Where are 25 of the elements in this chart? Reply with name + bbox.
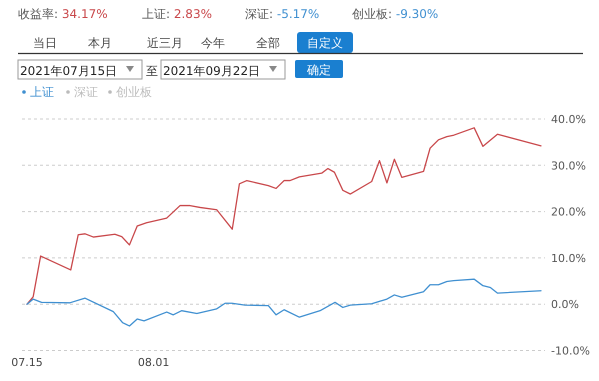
- text: 自定义: [307, 36, 343, 50]
- y-tick-label: 20.0%: [551, 206, 586, 219]
- y-tick-label: 40.0%: [551, 113, 586, 126]
- text: 当日: [33, 36, 57, 50]
- y-tick-label: 0.0%: [551, 298, 579, 312]
- x-tick-label: 07.15: [11, 356, 43, 369]
- x-tick-label: 08.01: [138, 356, 170, 369]
- line-series: [26, 278, 542, 327]
- text: 上证: 2.83%: [142, 7, 212, 21]
- text: 深证: -5.17%: [245, 7, 320, 21]
- line-series: [26, 127, 542, 305]
- y-tick-label: 10.0%: [551, 252, 586, 265]
- text: 近三月: [147, 36, 183, 50]
- text: 确定: [306, 63, 331, 77]
- text: 深证: [74, 85, 98, 99]
- text: 收益率: 34.17%: [18, 7, 108, 21]
- text: 今年: [201, 36, 225, 50]
- text: 本月: [88, 36, 112, 50]
- y-tick-label: -10.0%: [551, 344, 590, 358]
- y-tick-label: 30.0%: [551, 159, 586, 172]
- text: 创业板: [116, 85, 152, 99]
- text: 创业板: -9.30%: [352, 7, 438, 21]
- text: 至: [146, 64, 158, 78]
- legend-label: 上证: [30, 85, 54, 99]
- text: 全部: [256, 36, 280, 50]
